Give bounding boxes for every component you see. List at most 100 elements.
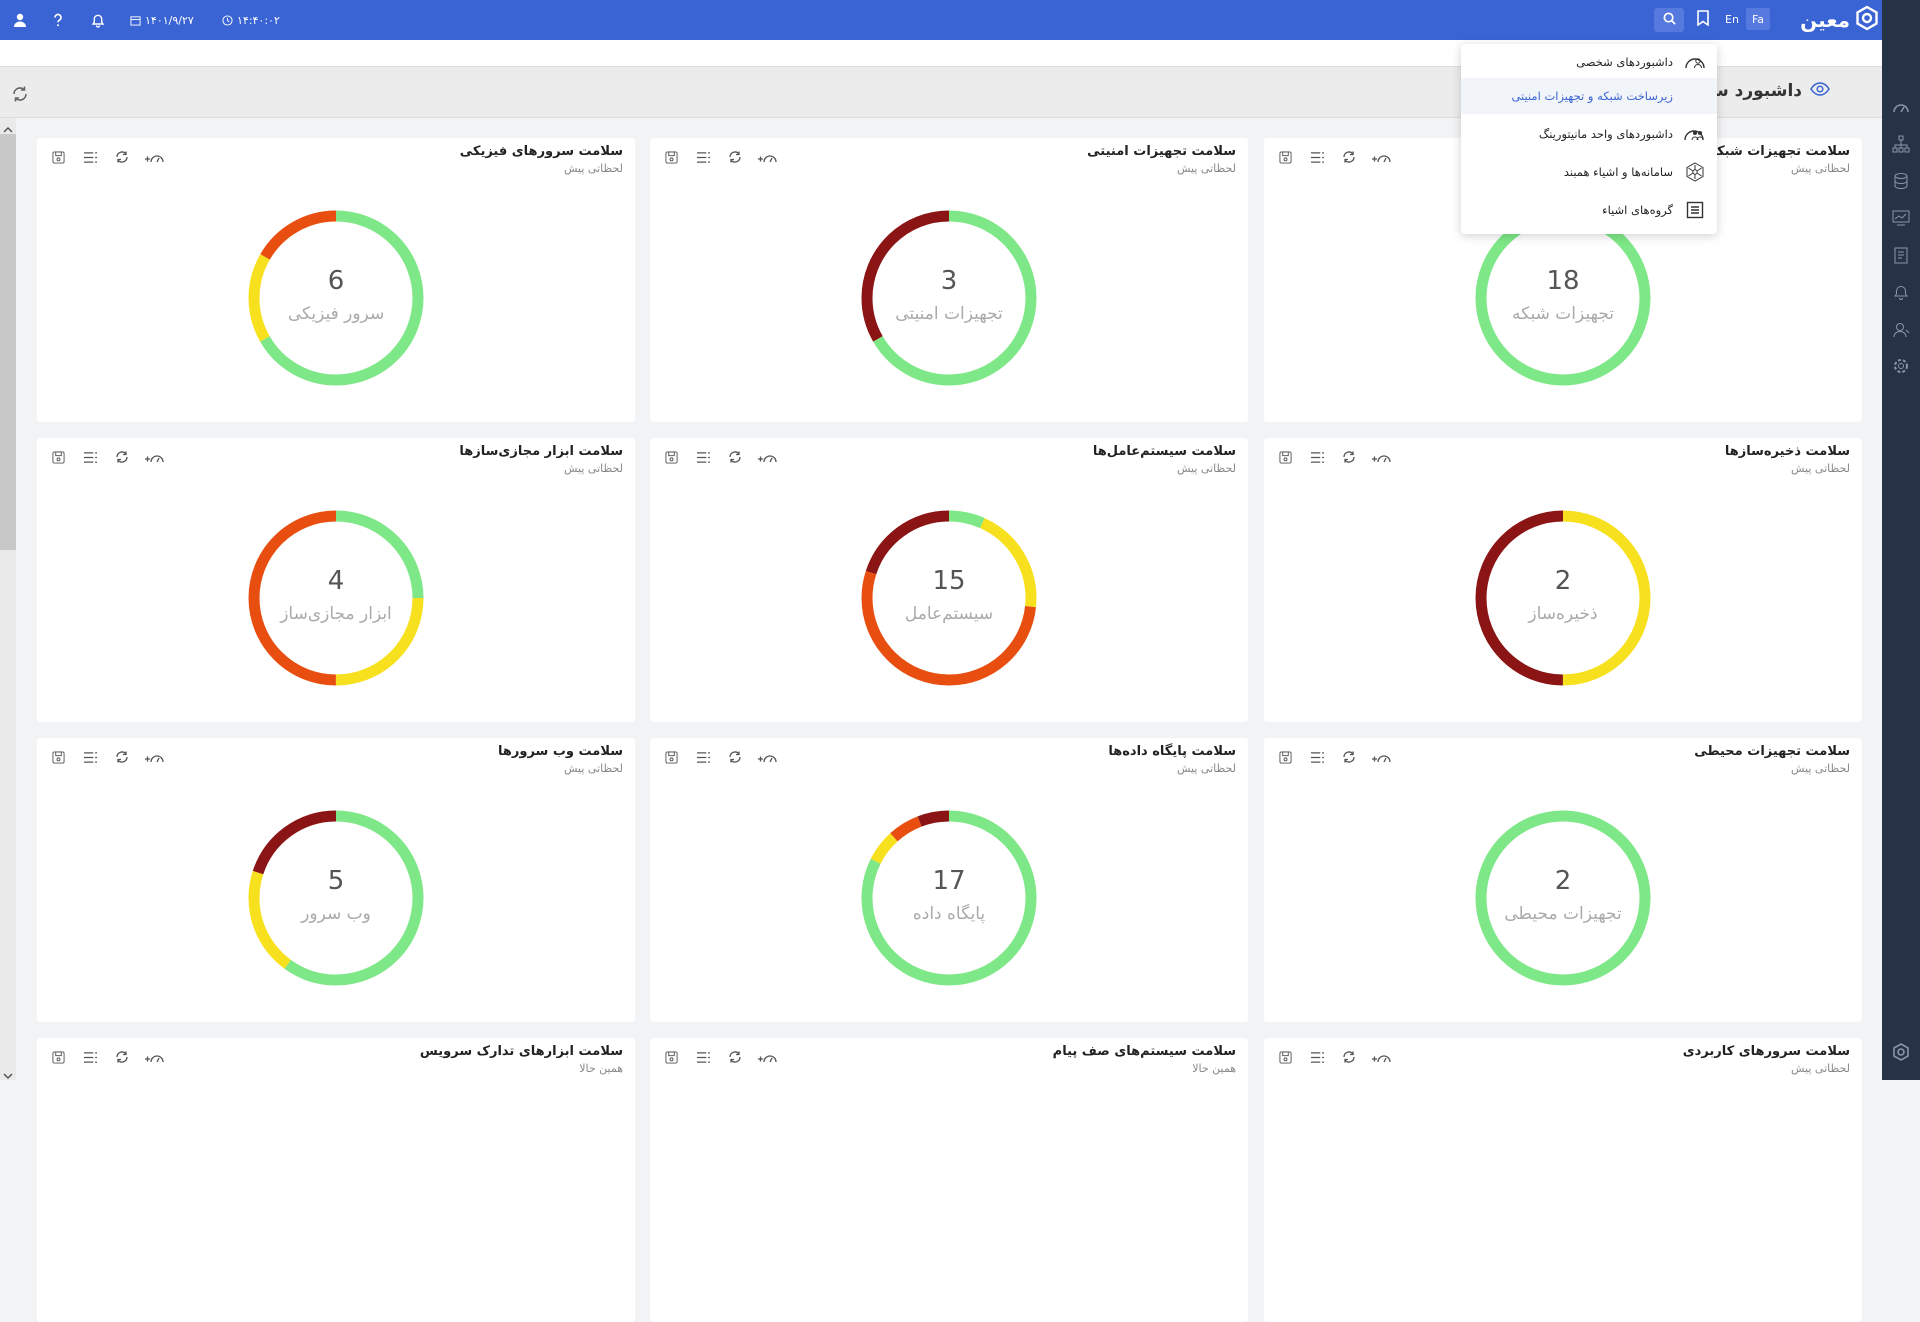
donut-segment-orange[interactable] xyxy=(248,210,424,386)
list-icon[interactable] xyxy=(1306,748,1328,766)
save-icon[interactable] xyxy=(1274,748,1296,766)
list-icon[interactable] xyxy=(692,1048,714,1066)
add-gauge-icon[interactable] xyxy=(756,748,778,766)
donut-segment-yellow[interactable] xyxy=(248,210,424,386)
search-button[interactable] xyxy=(1654,8,1684,32)
user-icon xyxy=(8,8,32,32)
help-button[interactable] xyxy=(46,0,70,40)
card-title: سلامت سیستم‌عامل‌ها xyxy=(1092,444,1236,459)
list-icon[interactable] xyxy=(79,148,101,166)
save-icon[interactable] xyxy=(47,1048,69,1066)
menu-item-systems-objects[interactable]: سامانه‌ها و اشیاء همبند xyxy=(1461,154,1717,190)
refresh-all-icon[interactable] xyxy=(10,84,30,104)
donut-segment-orange[interactable] xyxy=(248,510,424,686)
donut-segment-darkred[interactable] xyxy=(1475,510,1651,686)
brand-icon[interactable] xyxy=(1889,1040,1913,1064)
lang-fa-button[interactable]: Fa xyxy=(1746,8,1770,30)
save-icon[interactable] xyxy=(660,448,682,466)
top-bar: ۱۴۰۱/۹/۲۷ ۱۴:۴۰:۰۲ En Fa معین xyxy=(0,0,1920,40)
database-icon[interactable] xyxy=(1889,169,1913,193)
list-icon[interactable] xyxy=(692,148,714,166)
app-logo[interactable]: معین xyxy=(1800,4,1880,36)
report-icon[interactable] xyxy=(1889,243,1913,267)
scroll-up-icon[interactable] xyxy=(3,120,13,133)
donut-segment-yellow[interactable] xyxy=(248,510,424,686)
menu-item-object-groups[interactable]: گروه‌های اشیاء xyxy=(1461,192,1717,228)
list-icon[interactable] xyxy=(1306,448,1328,466)
topology-icon[interactable] xyxy=(1889,132,1913,156)
add-gauge-icon[interactable] xyxy=(756,1048,778,1066)
refresh-icon[interactable] xyxy=(724,448,746,466)
list-icon[interactable] xyxy=(79,1048,101,1066)
donut-segment-yellow[interactable] xyxy=(861,510,1037,686)
scroll-down-icon[interactable] xyxy=(3,1066,13,1080)
refresh-icon[interactable] xyxy=(724,148,746,166)
save-icon[interactable] xyxy=(660,1048,682,1066)
refresh-icon[interactable] xyxy=(1338,148,1360,166)
list-icon[interactable] xyxy=(692,448,714,466)
add-gauge-icon[interactable] xyxy=(143,148,165,166)
donut-label: تجهیزات محیطی xyxy=(1504,904,1622,924)
list-icon[interactable] xyxy=(1306,148,1328,166)
donut-segment-orange[interactable] xyxy=(861,510,1037,686)
health-card: سلامت تجهیزات محیطی لحظاتی پیش 2 تجهیزات مح… xyxy=(1264,738,1862,1022)
add-gauge-icon[interactable] xyxy=(1370,1048,1392,1066)
donut-segment-darkred[interactable] xyxy=(861,810,1037,986)
add-gauge-icon[interactable] xyxy=(1370,748,1392,766)
health-donut-chart: 6 سرور فیزیکی xyxy=(246,208,426,388)
refresh-icon[interactable] xyxy=(111,148,133,166)
save-icon[interactable] xyxy=(47,448,69,466)
menu-item-personal-dashboards[interactable]: داشبوردهای شخصی xyxy=(1461,44,1717,80)
settings-icon[interactable] xyxy=(1889,354,1913,378)
donut-segment-green[interactable] xyxy=(1475,810,1651,986)
refresh-icon[interactable] xyxy=(1338,748,1360,766)
donut-svg xyxy=(861,810,1037,986)
add-gauge-icon[interactable] xyxy=(1370,448,1392,466)
list-icon[interactable] xyxy=(79,448,101,466)
refresh-icon[interactable] xyxy=(724,748,746,766)
list-icon[interactable] xyxy=(79,748,101,766)
monitor-icon[interactable] xyxy=(1889,206,1913,230)
save-icon[interactable] xyxy=(47,148,69,166)
lang-en-button[interactable]: En xyxy=(1725,12,1739,26)
donut-segment-yellow[interactable] xyxy=(248,810,424,986)
add-gauge-icon[interactable] xyxy=(143,448,165,466)
card-toolbar xyxy=(660,748,778,766)
save-icon[interactable] xyxy=(1274,448,1296,466)
save-icon[interactable] xyxy=(47,748,69,766)
bookmark-button[interactable] xyxy=(1691,8,1715,32)
eye-icon[interactable] xyxy=(1810,81,1830,101)
scroll-thumb[interactable] xyxy=(0,134,16,550)
donut-segment-darkred[interactable] xyxy=(248,810,424,986)
refresh-icon[interactable] xyxy=(111,748,133,766)
save-icon[interactable] xyxy=(660,148,682,166)
refresh-icon[interactable] xyxy=(1338,448,1360,466)
refresh-icon[interactable] xyxy=(1338,1048,1360,1066)
donut-segment-green[interactable] xyxy=(1475,210,1651,386)
vertical-scrollbar[interactable] xyxy=(0,118,16,1080)
users-icon[interactable] xyxy=(1889,318,1913,342)
donut-label: تجهیزات امنیتی xyxy=(895,304,1003,324)
notifications-button[interactable] xyxy=(86,0,110,40)
donut-segment-darkred[interactable] xyxy=(861,210,1037,386)
list-icon[interactable] xyxy=(1306,1048,1328,1066)
add-gauge-icon[interactable] xyxy=(756,448,778,466)
menu-item-monitoring-dashboards[interactable]: داشبوردهای واحد مانیتورینگ xyxy=(1461,116,1717,152)
user-button[interactable] xyxy=(8,0,32,40)
gauge-icon[interactable] xyxy=(1889,96,1913,120)
save-icon[interactable] xyxy=(660,748,682,766)
donut-segment-darkred[interactable] xyxy=(861,510,1037,686)
list-icon[interactable] xyxy=(692,748,714,766)
save-icon[interactable] xyxy=(1274,1048,1296,1066)
card-updated-time: لحظاتی پیش xyxy=(564,462,623,475)
refresh-icon[interactable] xyxy=(111,1048,133,1066)
add-gauge-icon[interactable] xyxy=(756,148,778,166)
refresh-icon[interactable] xyxy=(724,1048,746,1066)
refresh-icon[interactable] xyxy=(111,448,133,466)
add-gauge-icon[interactable] xyxy=(143,1048,165,1066)
add-gauge-icon[interactable] xyxy=(143,748,165,766)
save-icon[interactable] xyxy=(1274,148,1296,166)
alert-bell-icon[interactable] xyxy=(1889,280,1913,304)
add-gauge-icon[interactable] xyxy=(1370,148,1392,166)
menu-item-network-security[interactable]: زیرساخت شبکه و تجهیزات امنیتی xyxy=(1461,78,1717,114)
